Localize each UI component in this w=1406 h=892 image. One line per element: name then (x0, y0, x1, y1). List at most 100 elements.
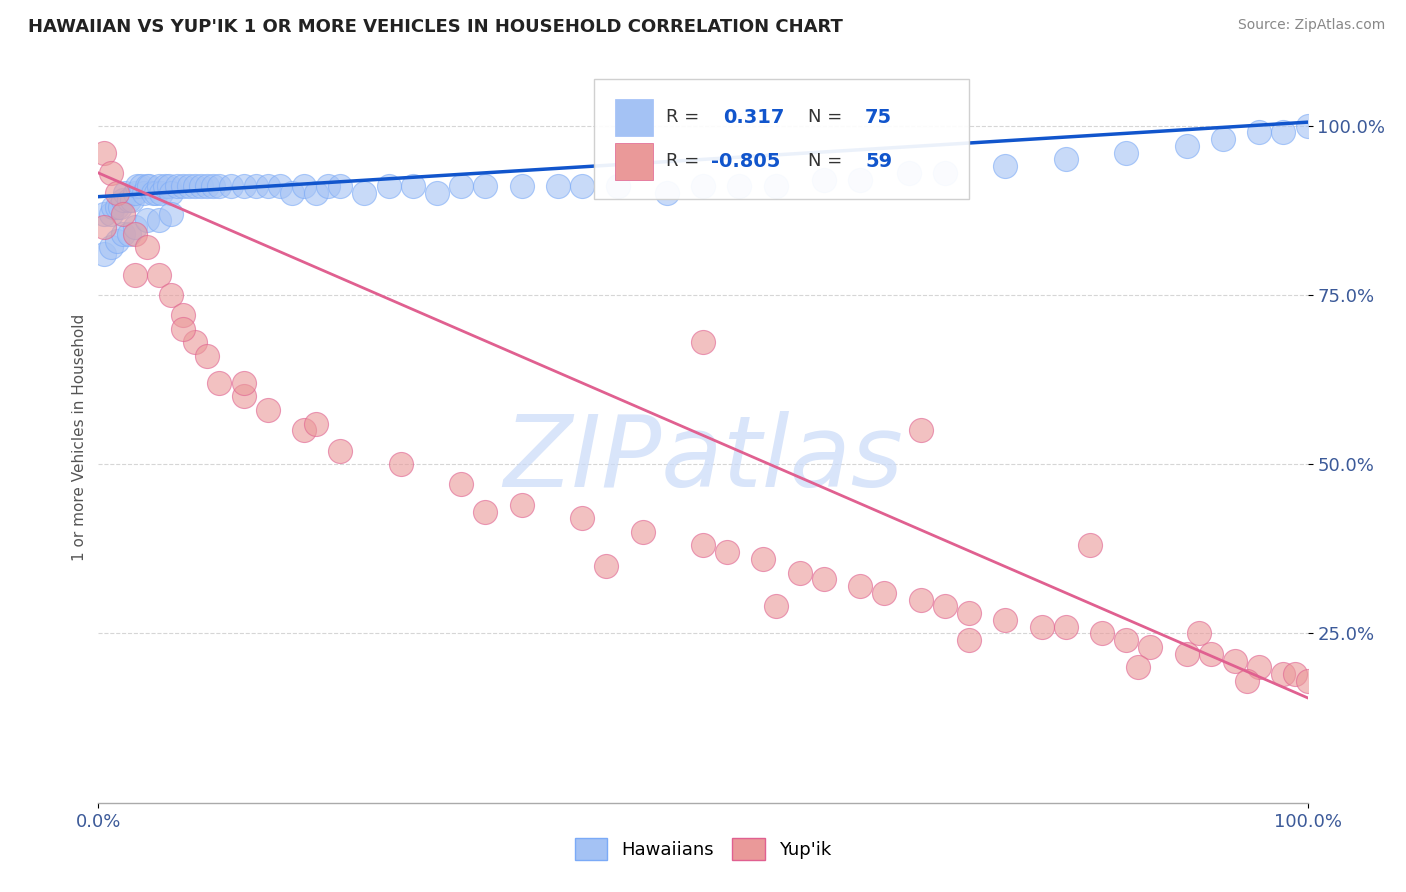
Point (118, 193, 141, 207)
Point (1054, 620, 1077, 634)
Legend: Hawaiians, Yup'ik: Hawaiians, Yup'ik (568, 830, 838, 867)
Point (100, 206, 122, 220)
Point (994, 159, 1017, 173)
Point (190, 179, 212, 194)
Text: 59: 59 (865, 152, 893, 171)
Point (232, 389, 254, 403)
Point (93, 247, 115, 261)
Point (789, 566, 811, 580)
Point (138, 179, 160, 194)
Point (93, 206, 115, 220)
FancyBboxPatch shape (614, 99, 654, 136)
Point (172, 179, 194, 194)
Point (450, 179, 472, 194)
Point (1115, 145, 1137, 160)
Point (547, 179, 569, 194)
Point (134, 186, 156, 201)
Point (256, 179, 278, 194)
Point (571, 511, 593, 525)
Text: 75: 75 (865, 108, 893, 127)
Point (124, 220, 146, 235)
Point (232, 179, 254, 194)
Point (1175, 139, 1198, 153)
Point (124, 186, 146, 201)
Point (692, 538, 714, 552)
Point (1284, 667, 1306, 681)
Point (910, 592, 932, 607)
Text: N =: N = (808, 109, 842, 127)
Point (316, 179, 339, 194)
Point (1223, 654, 1246, 668)
Point (716, 545, 738, 559)
Point (142, 186, 165, 201)
Point (153, 179, 176, 194)
Point (179, 179, 201, 194)
Point (281, 186, 304, 201)
Point (114, 186, 136, 201)
Point (124, 268, 146, 282)
Point (450, 477, 472, 491)
Point (353, 186, 375, 201)
Point (813, 172, 835, 186)
Point (105, 186, 128, 201)
Point (402, 179, 425, 194)
Point (305, 186, 328, 201)
Point (957, 606, 980, 620)
Point (93, 220, 115, 235)
Point (1212, 132, 1234, 146)
Point (148, 179, 170, 194)
Text: 0.317: 0.317 (724, 108, 785, 127)
Point (160, 186, 183, 201)
Point (166, 179, 188, 194)
Point (105, 200, 128, 214)
Point (765, 599, 787, 614)
Point (1249, 125, 1271, 139)
Point (135, 240, 157, 254)
Text: Source: ZipAtlas.com: Source: ZipAtlas.com (1237, 18, 1385, 32)
Text: N =: N = (808, 153, 842, 170)
Point (1128, 660, 1150, 674)
Point (145, 186, 167, 201)
Point (655, 186, 678, 201)
Text: -0.805: -0.805 (711, 152, 780, 171)
Point (160, 206, 183, 220)
Point (1175, 647, 1198, 661)
Point (1296, 119, 1319, 133)
Point (121, 193, 143, 207)
Point (607, 179, 630, 194)
Point (1091, 626, 1114, 640)
Point (571, 179, 593, 194)
Point (172, 322, 194, 336)
Point (100, 166, 122, 180)
Point (474, 505, 496, 519)
Point (221, 179, 243, 194)
Point (111, 206, 134, 220)
Point (1188, 626, 1211, 640)
Point (377, 179, 399, 194)
Point (245, 179, 267, 194)
Y-axis label: 1 or more Vehicles in Household: 1 or more Vehicles in Household (72, 313, 87, 561)
Text: ZIPatlas: ZIPatlas (503, 410, 903, 508)
Point (692, 179, 714, 194)
Point (101, 200, 124, 214)
Point (728, 179, 751, 194)
Point (1115, 633, 1137, 648)
Point (1296, 673, 1319, 688)
Point (195, 179, 218, 194)
Point (148, 268, 170, 282)
Point (269, 179, 291, 194)
Point (232, 376, 254, 390)
Point (150, 186, 173, 201)
Point (292, 179, 315, 194)
Point (813, 572, 835, 586)
Point (135, 213, 157, 227)
Point (1031, 620, 1053, 634)
FancyBboxPatch shape (595, 78, 969, 200)
Point (184, 179, 207, 194)
Point (148, 213, 170, 227)
Point (934, 166, 956, 180)
Point (135, 179, 157, 194)
Point (329, 443, 352, 458)
Point (124, 227, 146, 241)
Point (1272, 667, 1295, 681)
